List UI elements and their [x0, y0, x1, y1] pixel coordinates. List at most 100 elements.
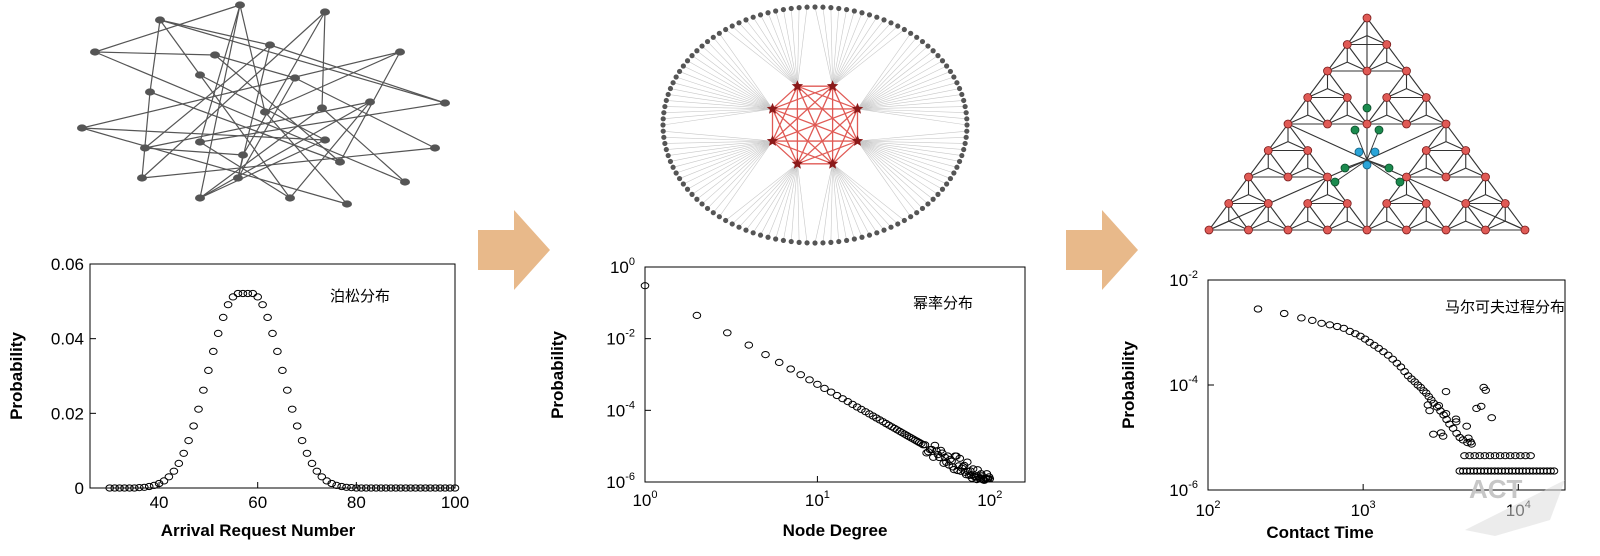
hub-node — [791, 80, 804, 92]
network-edge — [1386, 70, 1407, 98]
network-edge — [1366, 44, 1388, 72]
network-node — [964, 116, 970, 122]
data-point — [902, 431, 912, 439]
network-node — [704, 38, 711, 45]
network-edge — [857, 140, 923, 209]
data-point — [327, 479, 337, 488]
network-node — [1441, 225, 1451, 235]
network-edge — [760, 14, 798, 87]
network-node — [137, 174, 147, 182]
network-node — [820, 4, 826, 10]
network-edge — [1267, 123, 1289, 151]
network-edge — [707, 41, 773, 110]
x-axis-title: Node Degree — [783, 521, 888, 540]
network-node — [1374, 125, 1384, 135]
network-edge — [857, 140, 943, 190]
network-edge — [832, 163, 892, 228]
data-point — [1470, 452, 1480, 460]
network-node — [1382, 93, 1392, 102]
data-point — [149, 481, 159, 489]
network-edge — [679, 140, 773, 179]
network-node — [851, 8, 857, 14]
network-node — [660, 128, 666, 134]
data-point — [194, 405, 203, 413]
network-node — [1382, 199, 1392, 208]
data-point — [396, 484, 406, 492]
network-node — [1263, 146, 1273, 155]
network-edge — [832, 9, 847, 87]
network-edge — [149, 91, 341, 163]
network-node — [820, 240, 826, 246]
data-point — [1279, 309, 1289, 318]
network-node — [1323, 66, 1332, 76]
fractal-network-illustration — [1204, 13, 1530, 235]
network-node — [704, 205, 711, 212]
x-tick-label: 101 — [805, 489, 830, 510]
network-node — [954, 80, 960, 86]
network-edge — [1248, 176, 1269, 204]
network-edge — [673, 82, 773, 110]
data-point — [1490, 467, 1500, 475]
data-point — [1425, 407, 1434, 415]
network-edge — [662, 108, 773, 126]
network-node — [716, 214, 722, 220]
network-edge — [732, 25, 798, 87]
network-edge — [668, 94, 773, 110]
network-edge — [1327, 97, 1348, 125]
network-edge — [1425, 97, 1447, 125]
network-edge — [857, 140, 966, 144]
network-node — [1342, 199, 1352, 208]
hub-node — [851, 135, 864, 146]
data-point — [1419, 387, 1428, 395]
network-node — [796, 239, 802, 245]
network-edge — [713, 140, 773, 213]
data-point — [1297, 314, 1306, 322]
network-node — [930, 48, 936, 54]
data-point — [1507, 467, 1517, 475]
network-node — [1204, 225, 1214, 235]
network-node — [1421, 146, 1431, 155]
network-edge — [857, 140, 962, 156]
data-point — [120, 484, 129, 492]
x-tick-label: 80 — [347, 493, 366, 512]
x-axis-title: Contact Time — [1266, 523, 1373, 542]
network-edge — [1386, 203, 1407, 231]
data-point — [253, 293, 263, 301]
data-point — [228, 293, 238, 301]
network-edge — [679, 71, 773, 110]
network-edge — [663, 108, 773, 120]
data-point — [1516, 452, 1525, 460]
network-edge — [857, 33, 911, 110]
data-point — [852, 403, 862, 411]
data-point — [1325, 321, 1335, 329]
data-point — [1487, 414, 1497, 422]
network-node — [1244, 172, 1253, 182]
distribution-label: 泊松分布 — [330, 287, 390, 305]
network-node — [939, 186, 946, 192]
data-point — [1490, 452, 1500, 460]
network-edge — [144, 147, 244, 156]
network-node — [964, 122, 970, 128]
network-node — [140, 144, 150, 152]
data-point — [199, 386, 208, 394]
data-point — [1525, 467, 1534, 475]
network-edge — [745, 19, 798, 87]
network-node — [365, 98, 375, 106]
network-node — [765, 10, 771, 16]
network-node — [828, 5, 834, 11]
network-node — [1481, 172, 1490, 182]
network-edge — [857, 108, 967, 113]
network-node — [1395, 177, 1405, 187]
data-point — [164, 473, 174, 481]
data-point — [1511, 467, 1521, 475]
network-node — [796, 5, 802, 11]
network-edge — [797, 163, 800, 243]
network-edge — [1366, 17, 1388, 45]
hub-node — [826, 80, 839, 92]
network-node — [959, 91, 965, 98]
network-edge — [1346, 203, 1368, 231]
network-edge — [1307, 203, 1328, 231]
network-node — [1354, 147, 1364, 157]
network-edge — [141, 91, 151, 179]
network-node — [859, 234, 865, 240]
